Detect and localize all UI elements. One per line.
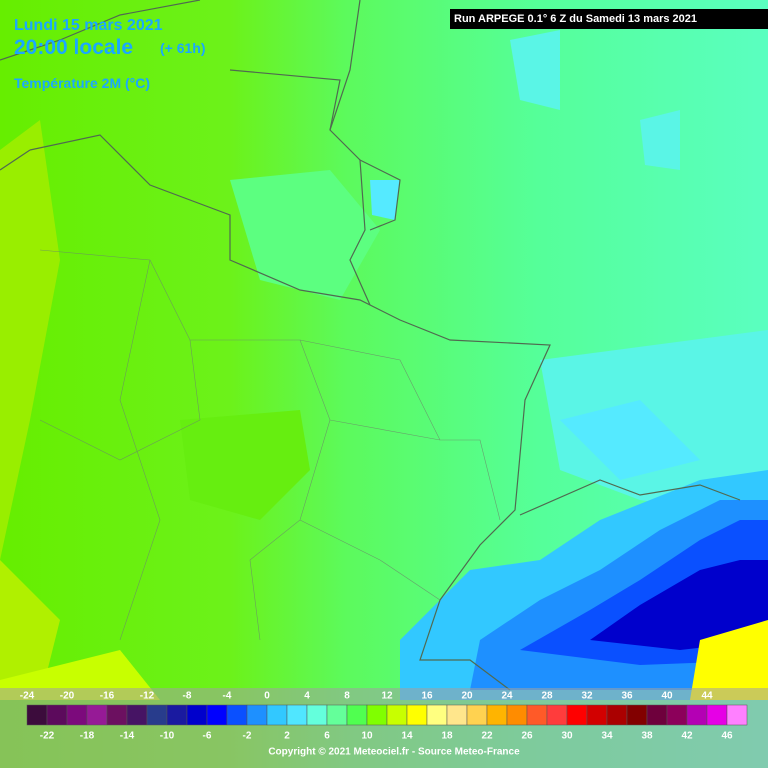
legend-label: 12 bbox=[381, 691, 393, 702]
legend-label: 16 bbox=[421, 691, 433, 702]
legend-label: 46 bbox=[721, 731, 733, 742]
legend-label: -2 bbox=[243, 731, 252, 742]
regions bbox=[39, 249, 501, 641]
date: Lundi 15 mars 2021 bbox=[14, 17, 163, 34]
legend-swatch bbox=[26, 704, 48, 726]
legend-label: 42 bbox=[681, 731, 693, 742]
legend-label: -16 bbox=[100, 691, 115, 702]
legend-swatch bbox=[486, 704, 508, 726]
legend-swatch bbox=[466, 704, 488, 726]
temperature-patches bbox=[0, 30, 768, 700]
time: 20:00 locale bbox=[14, 36, 133, 59]
legend-swatch bbox=[226, 704, 248, 726]
legend-label: 26 bbox=[521, 731, 533, 742]
legend-label: 28 bbox=[541, 691, 553, 702]
legend-label: 40 bbox=[661, 691, 673, 702]
legend-label: -14 bbox=[120, 731, 135, 742]
legend-swatch bbox=[206, 704, 228, 726]
legend-label: 34 bbox=[601, 731, 613, 742]
legend-swatch bbox=[726, 704, 748, 726]
legend-label: 24 bbox=[501, 691, 513, 702]
legend-swatch bbox=[166, 704, 188, 726]
legend-swatch bbox=[66, 704, 88, 726]
legend-swatch bbox=[86, 704, 108, 726]
legend-label: -4 bbox=[223, 691, 232, 702]
run-info: Run ARPEGE 0.1° 6 Z du Samedi 13 mars 20… bbox=[454, 13, 697, 25]
legend-swatch bbox=[366, 704, 388, 726]
legend-label: -6 bbox=[203, 731, 212, 742]
legend-label: -18 bbox=[80, 731, 95, 742]
legend-swatch bbox=[246, 704, 268, 726]
legend-label: -22 bbox=[40, 731, 55, 742]
legend-swatch bbox=[46, 704, 68, 726]
legend-swatch bbox=[626, 704, 648, 726]
legend-swatch bbox=[586, 704, 608, 726]
legend-label: 4 bbox=[304, 691, 310, 702]
legend-swatch bbox=[666, 704, 688, 726]
legend-swatch bbox=[126, 704, 148, 726]
legend-label: 36 bbox=[621, 691, 633, 702]
legend-label: 14 bbox=[401, 731, 413, 742]
legend-label: 8 bbox=[344, 691, 350, 702]
legend-label: 22 bbox=[481, 731, 493, 742]
legend-label: 10 bbox=[361, 731, 373, 742]
copyright: Copyright © 2021 Meteociel.fr - Source M… bbox=[268, 747, 520, 758]
legend-label: 2 bbox=[284, 731, 290, 742]
legend-swatch bbox=[266, 704, 288, 726]
legend-background bbox=[0, 688, 768, 768]
legend-swatch bbox=[286, 704, 308, 726]
legend-swatch bbox=[706, 704, 728, 726]
legend-label: 6 bbox=[324, 731, 330, 742]
legend-swatch bbox=[426, 704, 448, 726]
legend-label: 18 bbox=[441, 731, 453, 742]
legend-label: 44 bbox=[701, 691, 713, 702]
legend-label: -8 bbox=[183, 691, 192, 702]
legend-label: -24 bbox=[20, 691, 35, 702]
legend-swatch bbox=[606, 704, 628, 726]
legend-swatch bbox=[326, 704, 348, 726]
legend-swatch bbox=[346, 704, 368, 726]
legend-swatch bbox=[546, 704, 568, 726]
legend-label: 32 bbox=[581, 691, 593, 702]
legend-label: 20 bbox=[461, 691, 473, 702]
legend-label: 38 bbox=[641, 731, 653, 742]
legend-swatch bbox=[686, 704, 708, 726]
legend-swatch bbox=[566, 704, 588, 726]
legend-swatch bbox=[146, 704, 168, 726]
legend-swatch bbox=[106, 704, 128, 726]
lead-time: (+ 61h) bbox=[160, 40, 206, 56]
legend-swatch bbox=[506, 704, 528, 726]
legend-swatch bbox=[526, 704, 548, 726]
legend-label: 30 bbox=[561, 731, 573, 742]
legend-swatch bbox=[646, 704, 668, 726]
legend-label: -10 bbox=[160, 731, 175, 742]
legend-swatch bbox=[446, 704, 468, 726]
parameter: Température 2M (°C) bbox=[14, 75, 150, 91]
legend-swatch bbox=[186, 704, 208, 726]
legend-swatch bbox=[306, 704, 328, 726]
run-box bbox=[450, 9, 768, 29]
legend-label: 0 bbox=[264, 691, 270, 702]
legend-swatch bbox=[386, 704, 408, 726]
legend-label: -12 bbox=[140, 691, 155, 702]
legend-swatch bbox=[406, 704, 428, 726]
legend-label: -20 bbox=[60, 691, 75, 702]
borders bbox=[0, 0, 741, 691]
legend: -24-22-20-18-16-14-12-10-8-6-4-202468101… bbox=[20, 691, 748, 742]
